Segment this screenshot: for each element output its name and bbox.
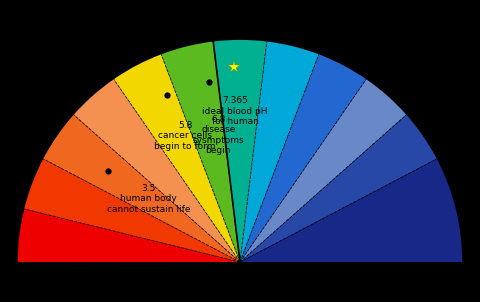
Wedge shape (24, 159, 240, 262)
Wedge shape (240, 54, 366, 262)
Wedge shape (240, 159, 462, 262)
Wedge shape (213, 40, 267, 262)
Wedge shape (73, 79, 240, 262)
Text: 7.365
ideal blood pH
for human: 7.365 ideal blood pH for human (203, 96, 268, 126)
Text: 6.8
disease
sysmptoms
begin: 6.8 disease sysmptoms begin (192, 115, 244, 155)
Wedge shape (240, 115, 437, 262)
Text: 5.8
cancer cells
begin to form: 5.8 cancer cells begin to form (154, 121, 216, 151)
Wedge shape (43, 115, 240, 262)
Text: 3.5
human body
cannot sustain life: 3.5 human body cannot sustain life (107, 184, 190, 214)
Wedge shape (18, 209, 240, 262)
Wedge shape (114, 54, 240, 262)
Wedge shape (240, 79, 407, 262)
Wedge shape (161, 41, 240, 262)
Wedge shape (240, 41, 319, 262)
